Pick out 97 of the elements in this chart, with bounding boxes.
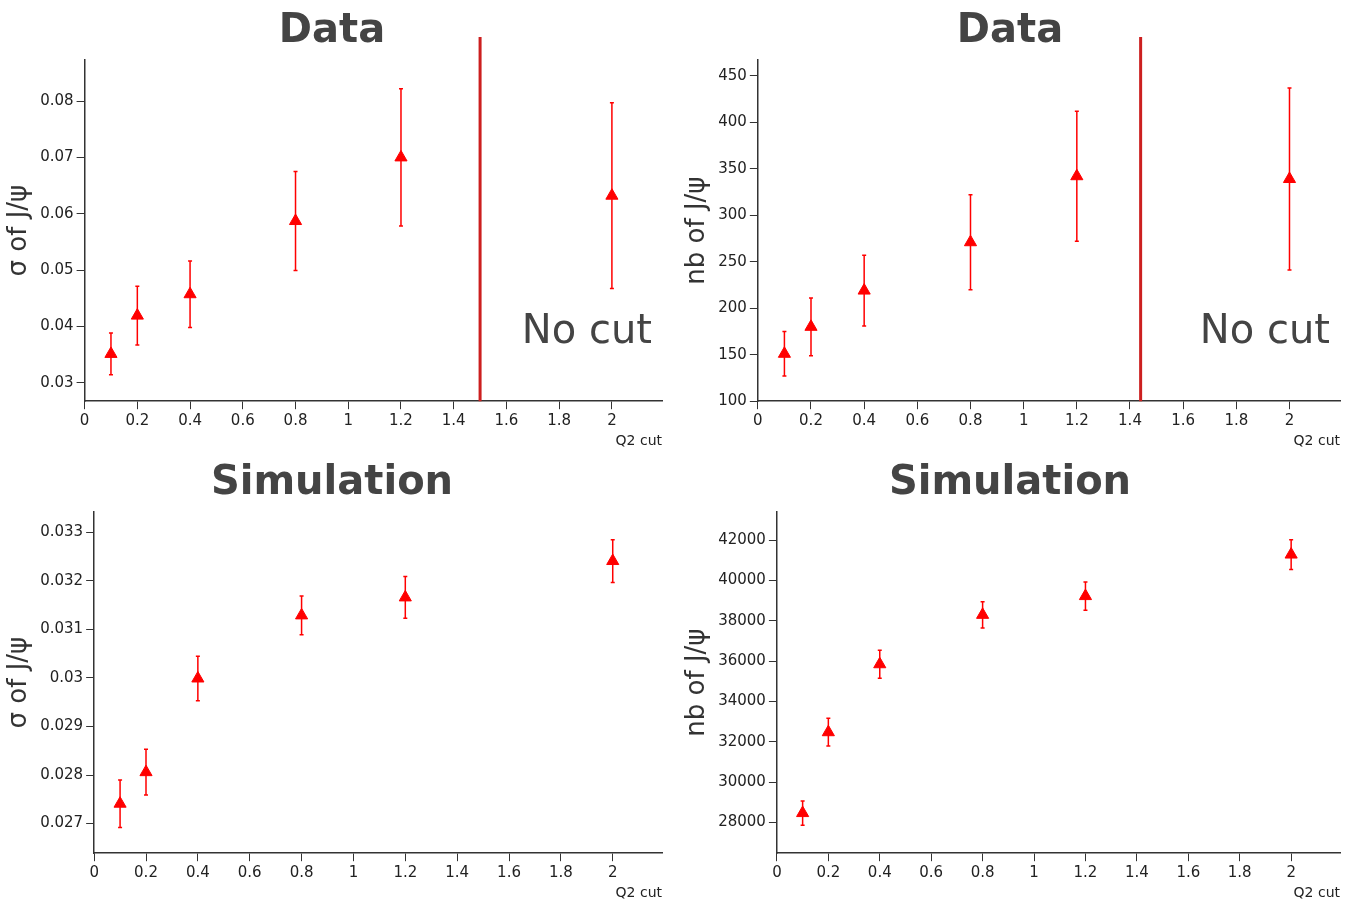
x-tick-label: 0.8 [283,411,308,430]
x-tick-label: 1.6 [1171,411,1196,430]
point [295,607,309,620]
y-axis-title: nb of J/ψ [680,176,711,285]
x-tick-label: 2 [607,411,617,430]
y-tick-label: 200 [718,298,747,317]
x-tick-label: 0.8 [958,411,983,430]
y-tick-label: 450 [718,65,747,84]
x-tick-label: 1.8 [1224,411,1249,430]
x-tick-label: 1 [1018,411,1029,430]
x-tick-label: 0.4 [867,863,892,882]
y-tick-label: 36000 [718,650,766,669]
point [130,308,144,320]
x-axis-title: Q2 cut [615,884,663,901]
y-tick-label: 30000 [718,771,766,790]
x-tick-label: 0.4 [852,411,877,430]
y-tick-label: 0.05 [40,259,74,278]
x-tick-label: 2 [1284,411,1295,430]
y-axis-title: σ of J/ψ [2,184,33,277]
y-tick-label: 0.032 [40,570,84,589]
x-tick-label: 1 [343,411,354,430]
x-tick-label: 1.8 [1227,863,1252,882]
x-axis-title: Q2 cut [1293,884,1341,901]
x-tick-label: 0.2 [816,863,841,882]
point [398,589,412,602]
x-tick-label: 1.4 [445,863,470,882]
y-tick-label: 0.03 [40,372,74,391]
y-tick-label: 0.06 [40,203,74,222]
ref-line-label: No cut [521,306,652,353]
x-tick-label: 0.8 [970,863,995,882]
y-tick-label: 350 [718,158,747,177]
x-tick-label: 1.4 [1118,411,1142,430]
x-tick-label: 0.6 [919,863,944,882]
y-tick-label: 38000 [718,610,766,629]
y-tick-label: 0.028 [40,764,84,783]
point [777,346,791,358]
y-tick-label: 42000 [718,529,766,548]
y-tick-label: 40000 [718,570,766,589]
chart-title: Simulation [888,457,1132,504]
y-tick-label: 400 [718,112,747,131]
y-tick-label: 32000 [718,731,766,750]
y-tick-label: 0.031 [40,619,84,638]
y-tick-label: 0.03 [49,667,84,686]
x-tick-label: 0.2 [799,411,823,430]
point [1078,588,1093,601]
x-tick-label: 0.4 [185,863,210,882]
chart-title: Data [278,5,386,52]
x-tick-label: 1.6 [494,411,519,430]
x-tick-label: 1.2 [1073,863,1098,882]
chart-title: Simulation [210,457,454,504]
x-tick-label: 0 [753,411,763,430]
x-tick-label: 0.8 [289,863,314,882]
x-tick-label: 1.2 [389,411,413,430]
x-tick-label: 1.4 [1124,863,1149,882]
x-tick-label: 1.2 [393,863,418,882]
y-tick-label: 28000 [718,812,766,831]
x-tick-label: 1.6 [497,863,521,882]
x-tick-label: 0.6 [230,411,255,430]
y-tick-label: 0.08 [40,90,74,109]
y-tick-label: 0.027 [40,813,84,832]
x-tick-label: 0.2 [134,863,158,882]
x-tick-label: 2 [607,863,618,882]
y-tick-label: 0.04 [40,316,74,335]
x-tick-label: 0 [89,863,99,882]
y-axis-title: σ of J/ψ [2,636,33,729]
y-tick-label: 250 [718,251,747,270]
x-axis-title: Q2 cut [615,432,663,449]
x-axis-title: Q2 cut [1293,432,1341,449]
x-tick-label: 1.8 [548,863,573,882]
y-tick-label: 0.029 [40,716,84,735]
y-tick-label: 0.07 [40,147,74,166]
x-tick-label: 1 [1029,863,1039,882]
y-tick-label: 100 [718,391,747,410]
ref-line-label: No cut [1199,306,1330,353]
x-tick-label: 0.6 [237,863,262,882]
x-tick-label: 0.6 [905,411,930,430]
point [1282,171,1297,183]
x-tick-label: 0.4 [178,411,202,430]
y-axis-title: nb of J/ψ [680,628,711,737]
x-tick-label: 1.4 [441,411,466,430]
x-tick-label: 1.8 [547,411,572,430]
x-tick-label: 1.2 [1064,411,1089,430]
point [976,607,990,619]
point [606,553,620,566]
point [288,213,303,226]
y-tick-label: 34000 [718,691,766,710]
y-tick-label: 0.033 [40,522,84,541]
chart-title: Data [956,5,1064,52]
y-tick-label: 300 [718,205,747,224]
x-tick-label: 1 [348,863,359,882]
x-tick-label: 0 [772,863,782,882]
x-tick-label: 2 [1286,863,1296,882]
x-tick-label: 0 [79,411,90,430]
y-tick-label: 150 [718,344,747,363]
x-tick-label: 0.2 [125,411,150,430]
x-tick-label: 1.6 [1176,863,1201,882]
point [796,805,810,818]
